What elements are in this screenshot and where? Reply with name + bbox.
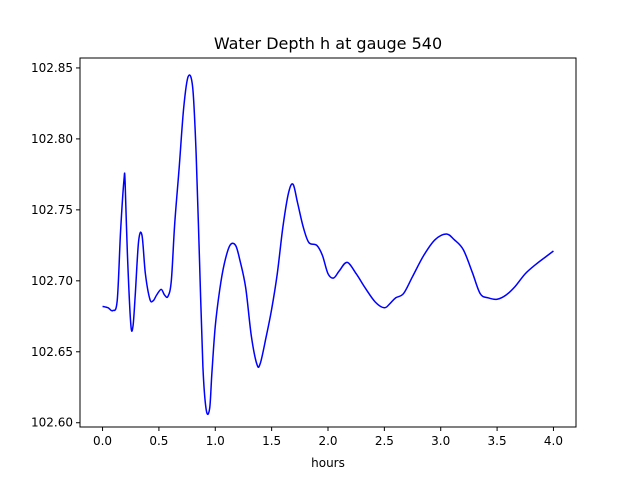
x-axis-label: hours	[311, 456, 345, 470]
x-tick-label: 2.5	[375, 434, 394, 448]
x-tick-label: 3.5	[488, 434, 507, 448]
x-tick-label: 1.5	[262, 434, 281, 448]
y-tick-label: 102.60	[31, 416, 73, 430]
series-layer	[102, 74, 554, 416]
x-tick-label: 0.5	[149, 434, 168, 448]
y-tick-label: 102.65	[31, 345, 73, 359]
x-tick-label: 1.0	[206, 434, 225, 448]
x-tick-label: 4.0	[544, 434, 563, 448]
x-tick-label: 3.0	[431, 434, 450, 448]
series-line	[102, 74, 554, 416]
y-tick-label: 102.85	[31, 61, 73, 75]
x-tick-label: 2.0	[318, 434, 337, 448]
plot-frame	[79, 57, 577, 428]
y-tick-label: 102.75	[31, 203, 73, 217]
y-axis-ticks: 102.60 102.65 102.70 102.75 102.80 102.85	[31, 61, 80, 430]
chart-title: Water Depth h at gauge 540	[214, 34, 442, 53]
x-tick-label: 0.0	[93, 434, 112, 448]
y-tick-label: 102.70	[31, 274, 73, 288]
y-tick-label: 102.80	[31, 132, 73, 146]
x-axis-ticks: 0.0 0.5 1.0 1.5 2.0 2.5 3.0 3.5 4.0	[93, 427, 563, 448]
